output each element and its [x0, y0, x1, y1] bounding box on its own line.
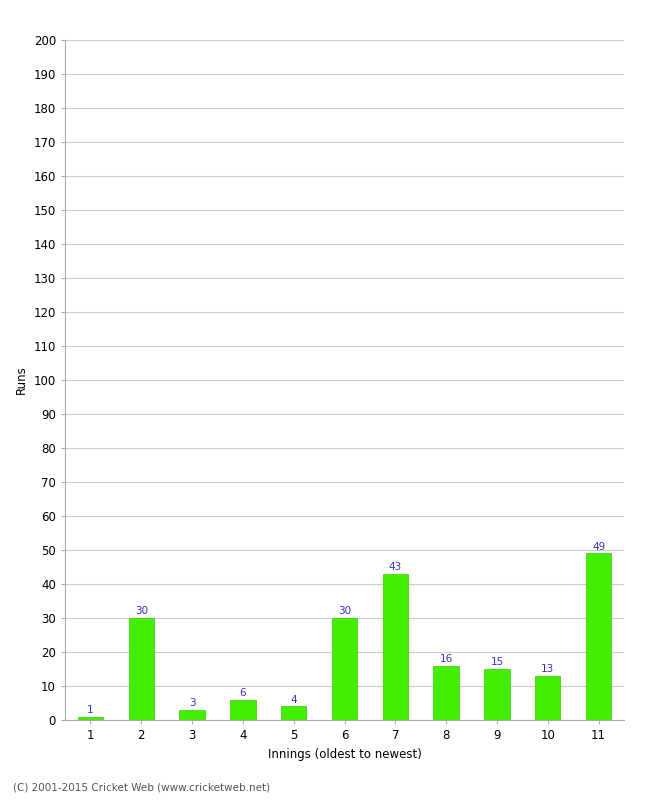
Text: 4: 4	[291, 694, 297, 705]
Text: 16: 16	[439, 654, 453, 664]
Bar	[332, 618, 358, 720]
Y-axis label: Runs: Runs	[15, 366, 28, 394]
Text: 15: 15	[490, 658, 504, 667]
Bar	[230, 699, 255, 720]
Bar	[281, 706, 306, 720]
Text: 1: 1	[87, 705, 94, 715]
Text: 13: 13	[541, 664, 554, 674]
Bar	[179, 710, 205, 720]
Text: (C) 2001-2015 Cricket Web (www.cricketweb.net): (C) 2001-2015 Cricket Web (www.cricketwe…	[13, 782, 270, 792]
Bar	[586, 554, 611, 720]
Bar	[129, 618, 154, 720]
X-axis label: Innings (oldest to newest): Innings (oldest to newest)	[268, 747, 421, 761]
Text: 6: 6	[240, 688, 246, 698]
Text: 30: 30	[338, 606, 351, 616]
Text: 3: 3	[188, 698, 196, 708]
Bar	[535, 676, 560, 720]
Bar	[383, 574, 408, 720]
Text: 49: 49	[592, 542, 605, 552]
Text: 43: 43	[389, 562, 402, 572]
Bar	[484, 669, 510, 720]
Text: 30: 30	[135, 606, 148, 616]
Bar	[434, 666, 459, 720]
Bar	[78, 717, 103, 720]
